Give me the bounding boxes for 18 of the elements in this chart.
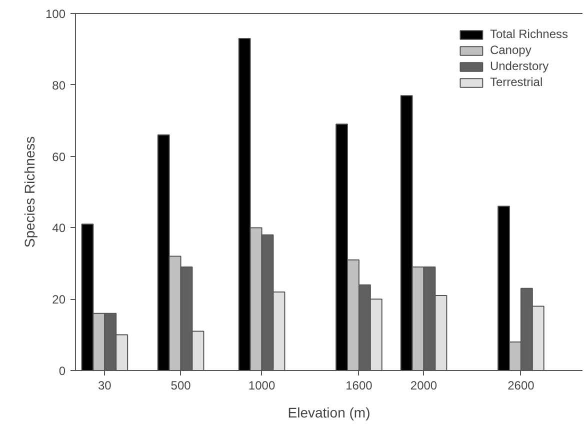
y-tick-label: 60 xyxy=(52,150,66,164)
y-tick-label: 100 xyxy=(45,7,66,21)
y-axis-title: Species Richness xyxy=(21,136,38,248)
x-tick-label: 1600 xyxy=(346,378,373,392)
y-tick-label: 40 xyxy=(52,221,66,236)
y-tick-label: 0 xyxy=(58,364,66,378)
y-tick-label: 80 xyxy=(52,78,66,92)
x-tick-label: 30 xyxy=(98,378,112,392)
legend-label: Understory xyxy=(490,59,549,73)
x-tick-label: 1000 xyxy=(248,378,276,392)
legend-label: Canopy xyxy=(490,43,532,57)
x-tick-label: 500 xyxy=(170,378,192,392)
x-tick-label: 2600 xyxy=(508,378,535,392)
y-tick-label: 20 xyxy=(52,292,66,307)
x-tick-label: 2000 xyxy=(410,378,438,392)
legend-label: Terrestrial xyxy=(490,75,543,89)
legend-label: Total Richness xyxy=(490,27,568,41)
x-axis-title: Elevation (m) xyxy=(288,404,370,420)
